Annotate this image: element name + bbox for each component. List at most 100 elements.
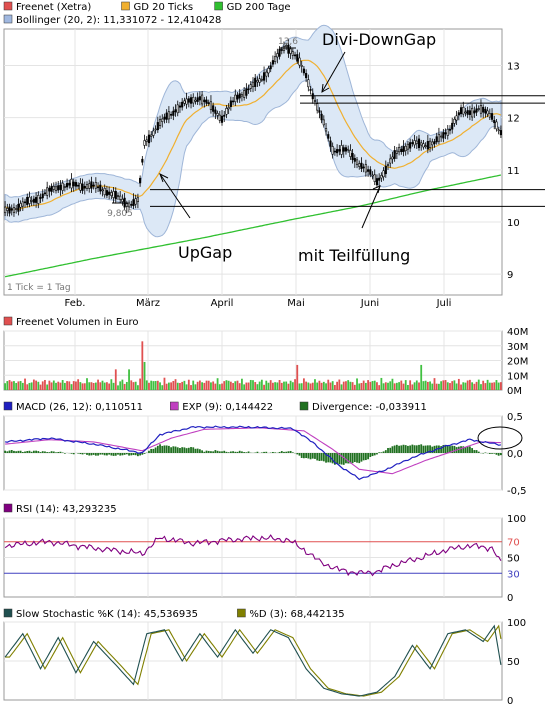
volume-bar [179,383,181,390]
volume-bar [181,381,184,390]
volume-bar [444,380,447,390]
divergence-bar [338,453,341,465]
candle-body [400,148,403,152]
divergence-bar [497,453,500,456]
candle-body [375,178,379,186]
volume-bar [466,380,469,390]
divergence-bar [263,451,265,453]
volume-bar [362,380,365,390]
divergence-bar [477,451,480,453]
candle-body [424,145,427,147]
candle-body [136,197,139,203]
divergence-bar [205,450,208,453]
divergence-bar [369,453,372,457]
candle-body [77,184,80,187]
stoch-ytick-0: 100 [507,618,526,629]
divergence-bar [181,447,184,453]
macd-legend-label-0: MACD (26, 12): 0,110511 [16,402,143,413]
volume-bar [320,382,323,390]
volume-bar [185,384,188,390]
stoch-ytick-2: 0 [507,696,513,707]
divergence-bar [387,447,389,453]
candle-body [21,201,24,207]
candle-body [415,140,418,144]
candle-body [147,134,151,144]
candle-body [205,99,208,104]
volume-bar [263,384,265,390]
volume-bar [148,382,150,390]
volume-bar [81,383,84,390]
volume-bar [30,382,33,390]
candle-body [291,51,294,56]
rsi-legend-label-0: RSI (14): 43,293235 [16,504,117,515]
candle-body [466,110,469,115]
candle-body [236,94,239,100]
divergence-bar [101,453,104,455]
candle-body [196,97,199,102]
divergence-bar [79,453,82,455]
price-ytick-4: 9 [507,270,513,281]
divergence-bar [247,451,250,453]
divergence-bar [88,453,91,456]
volume-bar [387,382,389,390]
annotation-divi-downgap: Divi-DownGap [322,30,436,49]
divergence-bar [148,450,150,453]
volume-bar [176,382,179,390]
divergence-bar [108,453,111,455]
candle-body [398,147,401,153]
divergence-bar [305,453,308,459]
divergence-bar [449,446,451,453]
divergence-bar [303,453,305,459]
candle-body [243,90,246,98]
divergence-bar [426,445,429,453]
volume-bar [482,380,485,390]
candle-body [247,88,250,91]
divergence-bar [373,453,376,456]
candle-body [225,108,228,115]
divergence-bar [210,451,212,453]
candle-body [435,136,438,143]
divergence-bar [307,453,310,459]
volume-bar [338,379,341,390]
arrow-upgap [159,173,191,219]
divergence-bar [44,451,46,453]
divergence-bar [179,448,181,453]
candle-body [54,186,58,191]
divergence-bar [81,453,84,455]
divergence-bar [469,446,471,453]
candle-body [156,122,159,131]
candle-body [103,187,106,196]
divergence-bar [289,450,292,453]
volume-bar [426,381,429,390]
rsi-line [4,534,502,577]
divergence-bar [190,447,192,453]
arrow-divi [321,51,346,93]
candle-body [473,110,476,114]
candle-body [125,203,128,207]
candle-body [220,115,224,123]
divergence-bar [30,451,33,453]
candle-body [446,128,449,136]
divergence-bar [384,450,387,453]
divergence-bar [353,453,356,463]
divergence-bar [278,451,281,453]
candle-body [35,197,38,203]
candle-body [94,182,97,189]
divergence-bar [55,452,57,453]
candle-body [59,184,62,190]
candle-body [313,100,317,102]
candle-body [158,119,162,126]
volume-bar [207,380,210,390]
divergence-bar [8,450,11,453]
volume-legend-swatch-0 [3,316,13,326]
divergence-bar [438,445,440,453]
candle-body [289,48,292,54]
macd-ytick-0: 0,5 [507,412,523,423]
rsi-ytick-4: 0 [507,593,513,604]
stoch-legend-swatch-1 [237,608,246,618]
divergence-bar [393,445,396,453]
divergence-bar [48,452,51,453]
candle-body [380,175,383,179]
volume-bar [245,382,248,390]
volume-bar [398,382,400,390]
